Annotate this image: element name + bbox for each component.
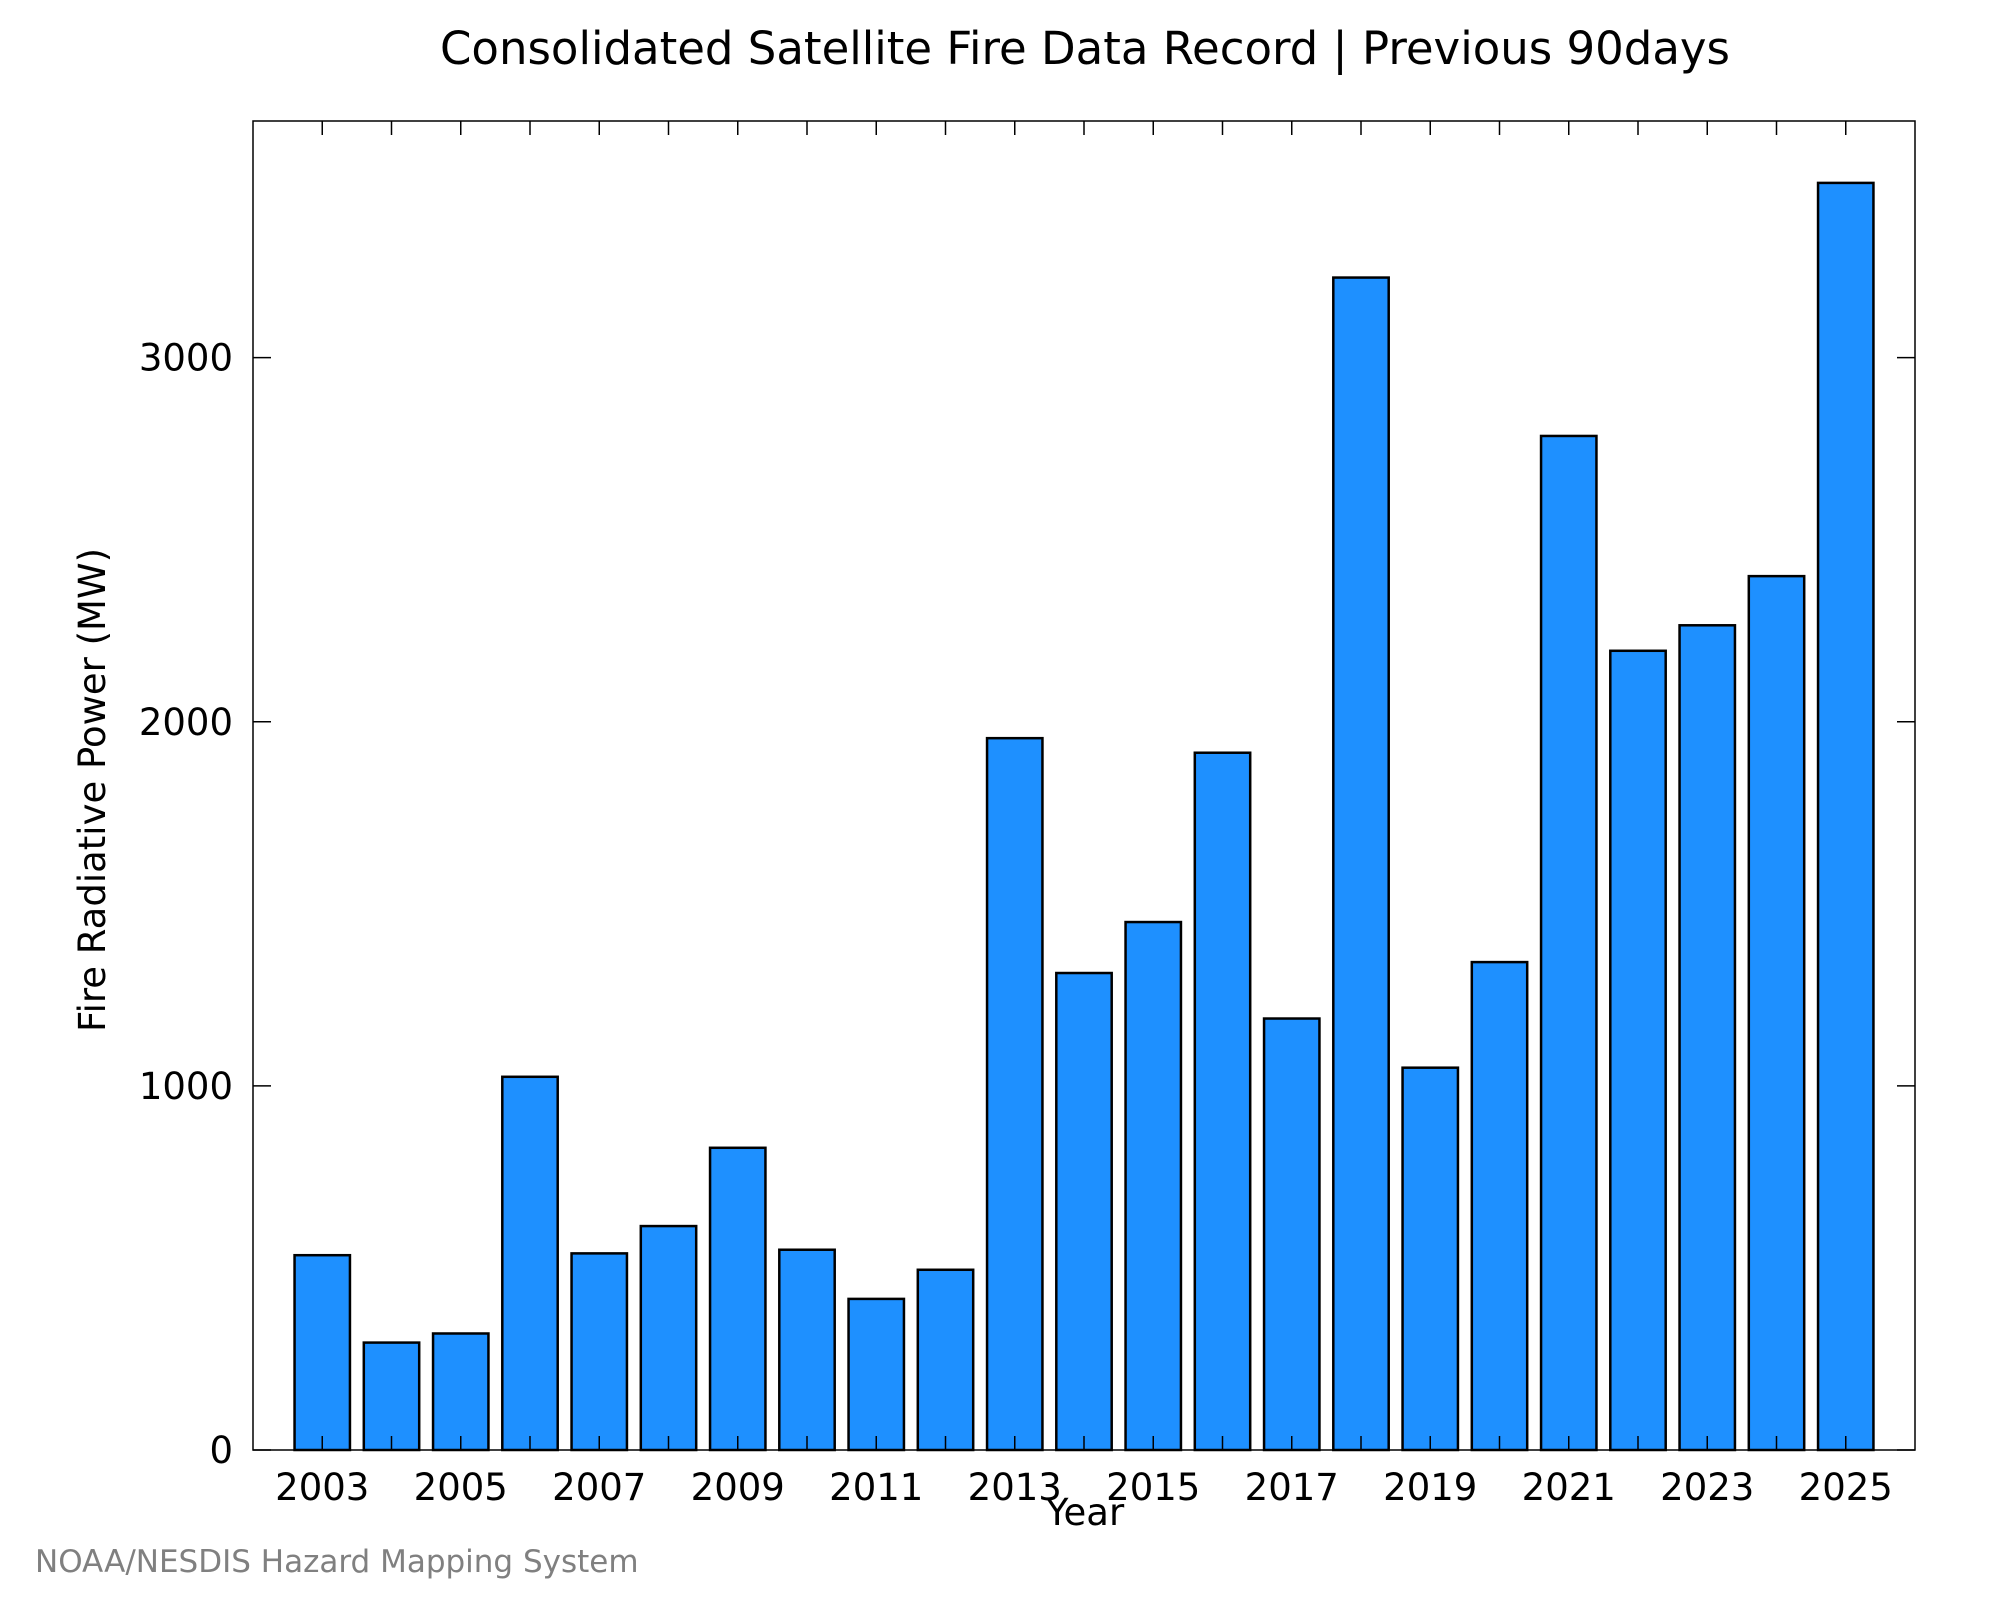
x-tick-label-2015: 2015 — [1106, 1466, 1200, 1509]
bar-2008 — [639, 1224, 698, 1452]
y-tick-label-2000: 2000 — [139, 701, 233, 744]
x-tick-label-2003: 2003 — [275, 1466, 369, 1509]
bar-2004 — [362, 1341, 421, 1452]
axes-group: 0 1000 2000 3000 2003 2005 2007 2009 2011 2013 201… — [139, 120, 1916, 1509]
y-tick-label-0: 0 — [209, 1429, 233, 1472]
y-axis-label: Fire Radiative Power (MW) — [71, 548, 114, 1032]
bar-2024 — [1747, 574, 1806, 1452]
bar-2010 — [778, 1248, 836, 1452]
x-tick-label-2017: 2017 — [1245, 1466, 1339, 1509]
bar-2014 — [1055, 971, 1113, 1452]
x-axis-label: Year — [1045, 1491, 1125, 1534]
y-tick-label-3000: 3000 — [139, 337, 233, 380]
bar-2015 — [1124, 920, 1183, 1452]
x-tick-label-2019: 2019 — [1383, 1466, 1477, 1509]
x-tick-label-2011: 2011 — [829, 1466, 923, 1509]
bars-group — [293, 181, 1875, 1452]
y-tick-label-1000: 1000 — [139, 1065, 233, 1108]
bar-2009 — [708, 1146, 767, 1452]
x-tick-label-2009: 2009 — [691, 1466, 785, 1509]
chart-title: Consolidated Satellite Fire Data Record … — [440, 22, 1730, 75]
x-tick-label-2023: 2023 — [1660, 1466, 1754, 1509]
bar-2011 — [847, 1297, 906, 1452]
x-tick-label-2013: 2013 — [968, 1466, 1062, 1509]
bar-2025 — [1816, 181, 1875, 1452]
bar-2021 — [1539, 434, 1598, 1452]
bar-2020 — [1470, 960, 1529, 1452]
bar-2019 — [1401, 1066, 1460, 1452]
x-tick-label-2025: 2025 — [1799, 1466, 1893, 1509]
credit-text: NOAA/NESDIS Hazard Mapping System — [35, 1544, 639, 1580]
x-tick-label-2005: 2005 — [414, 1466, 508, 1509]
bar-2007 — [570, 1252, 629, 1452]
x-tick-label-2021: 2021 — [1522, 1466, 1616, 1509]
bar-2023 — [1678, 624, 1737, 1452]
bar-2003 — [293, 1253, 352, 1452]
bar-2005 — [431, 1332, 490, 1452]
bar-2006 — [501, 1075, 559, 1452]
bar-2017 — [1262, 1017, 1321, 1452]
bar-2018 — [1332, 276, 1390, 1452]
bar-2022 — [1609, 649, 1667, 1452]
bar-2013 — [985, 736, 1044, 1452]
x-tick-label-2007: 2007 — [552, 1466, 646, 1509]
bar-2016 — [1193, 751, 1252, 1452]
bar-2012 — [916, 1268, 975, 1452]
